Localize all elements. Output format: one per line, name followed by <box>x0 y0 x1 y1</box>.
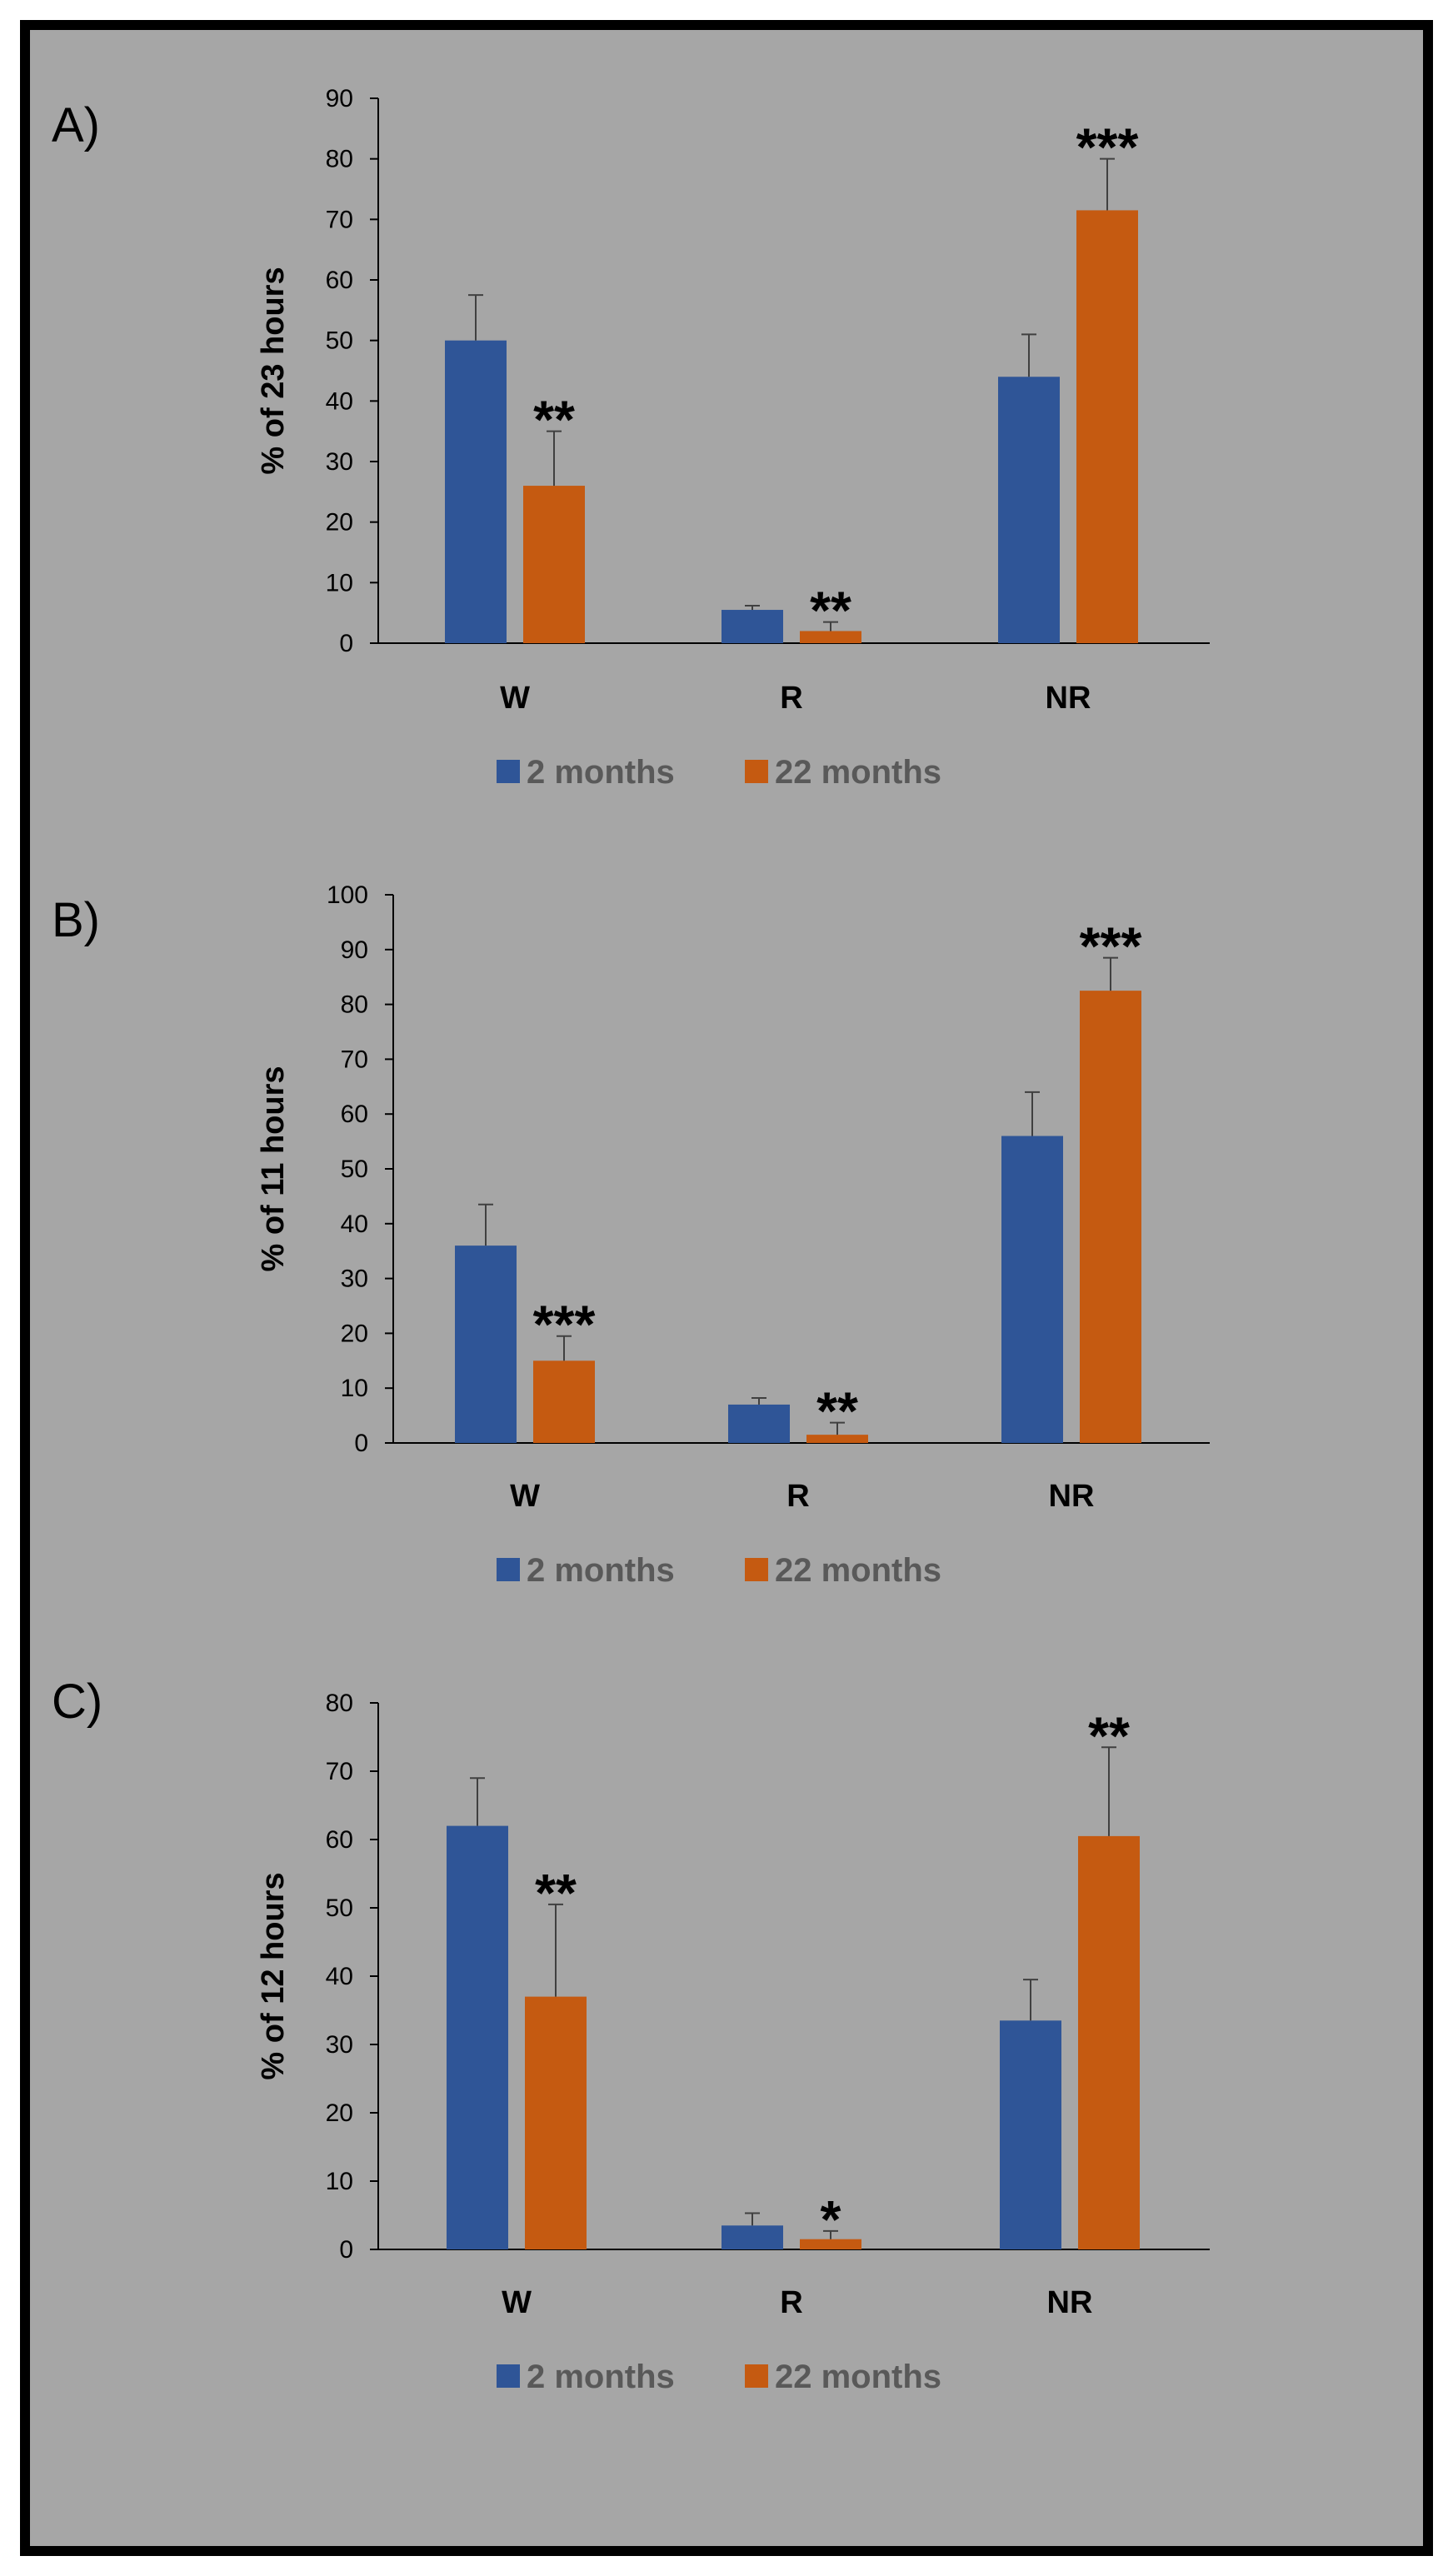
y-tick-label: 80 <box>326 146 353 173</box>
bar-2-months-NR <box>1000 2020 1061 2249</box>
legend-swatch <box>745 760 768 783</box>
bar-2-months-R <box>722 2225 783 2249</box>
y-tick-label: 30 <box>341 1266 368 1293</box>
category-label: NR <box>1049 1479 1095 1514</box>
significance-marker: ** <box>816 1381 858 1441</box>
y-tick-label: 10 <box>326 2168 353 2195</box>
bar-22-months-NR <box>1080 991 1141 1443</box>
bar-2-months-NR <box>998 377 1060 643</box>
bar-2-months-NR <box>1001 1136 1063 1443</box>
legend-label: 2 months <box>527 1552 675 1589</box>
y-tick-label: 40 <box>326 387 353 415</box>
y-tick-label: 30 <box>326 2031 353 2059</box>
significance-marker: *** <box>533 1295 596 1355</box>
y-tick-label: 70 <box>341 1046 368 1073</box>
y-tick-label: 50 <box>326 327 353 355</box>
bar-22-months-NR <box>1076 210 1138 643</box>
y-tick-label: 0 <box>339 2236 353 2264</box>
bar-2-months-W <box>455 1246 517 1443</box>
bar-2-months-W <box>447 1825 508 2249</box>
legend-label: 22 months <box>775 2359 941 2395</box>
significance-marker: ** <box>810 581 851 641</box>
legend-label: 2 months <box>527 2359 675 2395</box>
significance-marker: ** <box>533 390 575 450</box>
y-tick-label: 100 <box>327 881 368 909</box>
significance-marker: * <box>821 2189 841 2249</box>
y-axis-label: % of 11 hours <box>256 1066 291 1271</box>
legend-swatch <box>497 1558 520 1581</box>
y-axis-label: % of 23 hours <box>256 267 291 474</box>
legend-label: 22 months <box>775 1552 941 1589</box>
y-tick-label: 20 <box>326 2099 353 2127</box>
y-tick-label: 10 <box>326 569 353 597</box>
significance-marker: ** <box>535 1863 577 1923</box>
bar-22-months-R <box>800 2239 861 2249</box>
y-tick-label: 70 <box>326 206 353 233</box>
significance-marker: ** <box>1088 1705 1130 1765</box>
y-tick-label: 90 <box>326 85 353 112</box>
category-label: W <box>502 2285 532 2320</box>
figure-frame <box>20 20 1433 2556</box>
y-tick-label: 0 <box>354 1430 368 1457</box>
legend-swatch <box>497 2364 520 2388</box>
bar-22-months-W <box>533 1360 595 1443</box>
legend-swatch <box>745 2364 768 2388</box>
bar-22-months-R <box>806 1435 868 1443</box>
y-tick-label: 20 <box>341 1320 368 1347</box>
significance-marker: *** <box>1076 117 1139 177</box>
y-tick-label: 10 <box>341 1375 368 1402</box>
legend-swatch <box>745 1558 768 1581</box>
y-tick-label: 30 <box>326 448 353 476</box>
y-tick-label: 0 <box>339 630 353 657</box>
category-label: R <box>786 1479 809 1514</box>
y-axis-label: % of 12 hours <box>256 1872 291 2079</box>
bar-2-months-W <box>445 340 507 643</box>
legend-label: 2 months <box>527 754 675 791</box>
bar-2-months-R <box>722 610 783 643</box>
panel-label: C) <box>52 1675 102 1729</box>
legend-swatch <box>497 760 520 783</box>
bar-2-months-R <box>728 1404 790 1443</box>
category-label: W <box>500 681 530 716</box>
y-tick-label: 60 <box>326 267 353 294</box>
bar-22-months-W <box>523 486 585 643</box>
panel-label: B) <box>52 893 100 947</box>
bar-22-months-NR <box>1078 1835 1140 2249</box>
legend-label: 22 months <box>775 754 941 791</box>
significance-marker: *** <box>1080 916 1142 976</box>
y-tick-label: 20 <box>326 509 353 537</box>
y-tick-label: 60 <box>341 1101 368 1128</box>
y-tick-label: 50 <box>326 1895 353 1922</box>
y-tick-label: 70 <box>326 1758 353 1785</box>
category-label: R <box>780 681 802 716</box>
y-tick-label: 90 <box>341 936 368 964</box>
category-label: W <box>510 1479 540 1514</box>
y-tick-label: 60 <box>326 1826 353 1854</box>
category-label: R <box>780 2285 802 2320</box>
bar-22-months-W <box>525 1996 587 2249</box>
category-label: NR <box>1046 681 1091 716</box>
y-tick-label: 50 <box>341 1156 368 1183</box>
panel-label: A) <box>52 98 100 152</box>
bar-22-months-R <box>800 631 861 643</box>
y-tick-label: 40 <box>341 1211 368 1238</box>
y-tick-label: 40 <box>326 1963 353 1990</box>
y-tick-label: 80 <box>326 1690 353 1717</box>
y-tick-label: 80 <box>341 991 368 1019</box>
category-label: NR <box>1047 2285 1093 2320</box>
